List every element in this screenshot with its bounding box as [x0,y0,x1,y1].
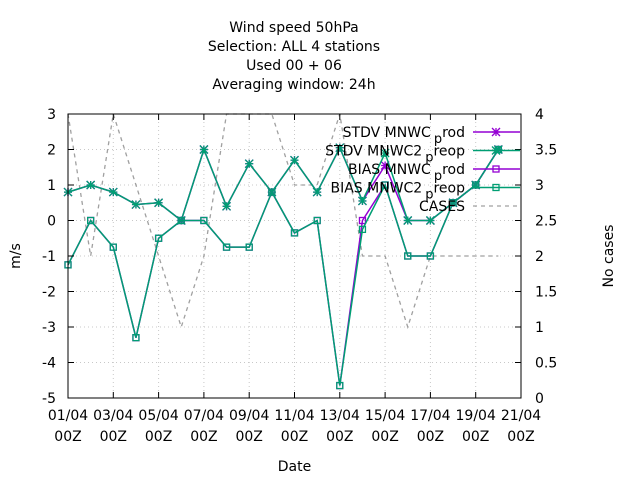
x-tick-label-hour: 00Z [417,429,444,445]
x-tick-label-hour: 00Z [54,429,81,445]
y-tick-label: 0 [47,214,56,230]
data-point [244,159,254,169]
data-point [403,216,413,225]
x-tick-label-hour: 00Z [190,429,217,445]
y2-tick-label: 1 [535,320,544,336]
y-tick-label: -4 [42,356,56,372]
data-point [199,145,209,154]
data-point [132,333,140,342]
x-tick-label-date: 03/04 [93,408,133,424]
data-point [131,200,141,209]
y2-axis-label: No cases [601,225,617,288]
title-line: Used 00 + 06 [246,58,342,74]
legend-marker [491,146,501,155]
x-tick-label-date: 13/04 [320,408,360,424]
series-bias-mnwc2-preop [64,145,503,390]
data-point [154,234,163,242]
y-tick-label: -1 [42,249,56,265]
y2-tick-label: 4 [535,107,544,123]
data-point [200,216,208,225]
x-tick-label-hour: 00Z [462,429,489,445]
legend-label: BIAS MNWC prod [348,162,465,184]
x-tick-label-date: 07/04 [184,408,224,424]
data-point [222,243,231,251]
x-tick-label-date: 21/04 [501,408,541,424]
data-point [312,187,322,197]
y-axis-label: m/s [8,243,24,269]
data-point [154,198,164,208]
y-tick-label: 3 [47,107,56,123]
y2-tick-label: 3 [535,178,544,194]
data-point [426,252,435,260]
data-point [290,229,299,237]
series-line [67,149,499,386]
y-tick-label: -2 [42,285,56,301]
series-cases [67,113,499,330]
x-tick-label-hour: 00Z [100,429,127,445]
y2-tick-label: 3.5 [535,143,557,159]
data-point [290,155,299,165]
data-point [380,148,390,158]
x-tick-label-date: 17/04 [410,408,450,424]
legend-marker [491,127,501,137]
data-point [404,252,412,260]
y-tick-label: 2 [47,143,56,159]
x-tick-label-hour: 00Z [281,429,308,445]
y-axis-ticks: -5 -4 -3 -2 -1 0 1 2 3 [42,107,521,407]
x-tick-label-date: 09/04 [229,408,269,424]
data-point [268,188,276,196]
y-tick-label: -3 [42,320,56,336]
data-point [245,243,253,251]
chart-title: Wind speed 50hPa Selection: ALL 4 station… [208,20,380,93]
y2-tick-label: 2.5 [535,214,557,230]
x-tick-label-hour: 00Z [326,429,353,445]
legend-label: BIAS MNWC2 preop [330,181,465,203]
series-layer [63,113,503,390]
legend-label: STDV MNWC prod [343,125,465,147]
y2-tick-label: 0.5 [535,356,557,372]
data-point [222,201,232,211]
series-line [67,113,499,330]
y2-tick-label: 0 [535,391,544,407]
x-tick-label-date: 11/04 [274,408,314,424]
x-tick-label-hour: 00Z [145,429,172,445]
x-tick-label-hour: 00Z [371,429,398,445]
y2-axis-ticks: 0 0.5 1 1.5 2 2.5 3 3.5 4 [535,107,557,407]
data-point [177,216,185,225]
legend-label: STDV MNWC2 preop [325,144,465,166]
x-tick-label-hour: 00Z [507,429,534,445]
data-point [425,216,435,225]
y2-tick-label: 2 [535,249,544,265]
y-tick-label: -5 [42,391,56,407]
x-tick-label-hour: 00Z [235,429,262,445]
data-point [358,225,367,234]
data-point [358,216,367,225]
y2-tick-label: 1.5 [535,285,557,301]
data-point [336,381,344,390]
y-tick-label: 1 [47,178,56,194]
legend-marker [492,183,500,192]
data-point [313,216,321,225]
data-point [357,196,367,206]
data-point [449,199,457,207]
x-axis-ticks: 01/04 00Z 03/04 00Z 05/04 00Z 07/04 00Z 09/04 00Z… [48,114,541,445]
data-point [86,180,96,190]
x-tick-label-date: 15/04 [365,408,405,424]
x-tick-label-date: 19/04 [456,408,496,424]
legend-marker [492,165,500,173]
legend-label: CASES [419,199,465,215]
x-axis-label: Date [278,459,311,475]
data-point [381,181,389,189]
x-tick-label-date: 01/04 [48,408,88,424]
data-point [108,187,118,197]
data-point [109,243,117,251]
data-point [335,143,345,153]
title-line: Averaging window: 24h [212,77,375,93]
data-point [87,216,95,225]
x-tick-label-date: 05/04 [138,408,178,424]
title-line: Selection: ALL 4 stations [208,39,380,55]
title-line: Wind speed 50hPa [229,20,358,36]
